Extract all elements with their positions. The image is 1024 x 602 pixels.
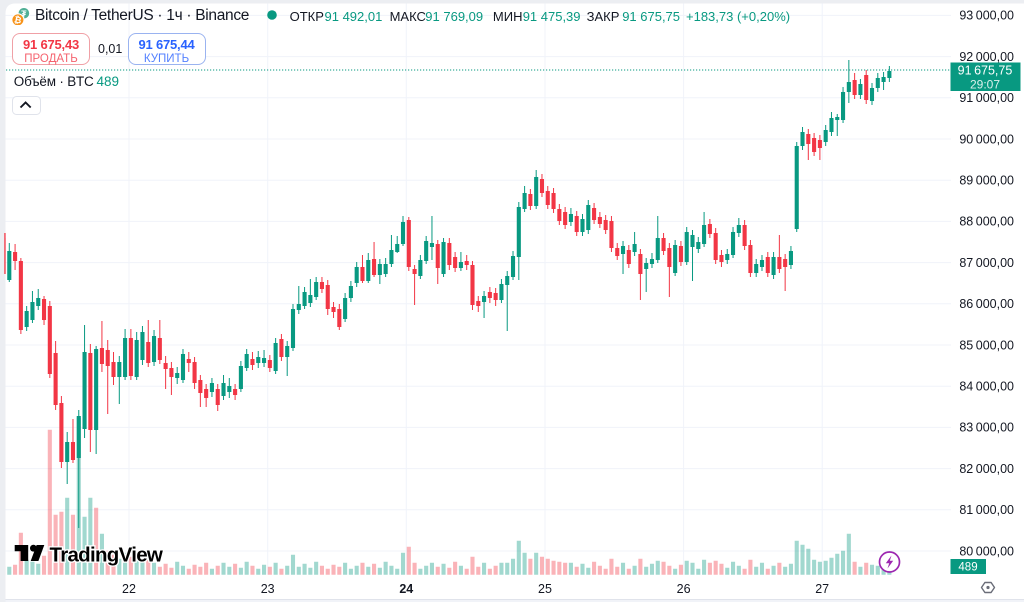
svg-text:25: 25 — [538, 582, 552, 596]
svg-text:23: 23 — [261, 582, 275, 596]
svg-text:91 000,00: 91 000,00 — [959, 91, 1014, 105]
svg-text:81 000,00: 81 000,00 — [959, 503, 1014, 517]
svg-text:92 000,00: 92 000,00 — [959, 50, 1014, 64]
svg-text:91 675,75: 91 675,75 — [958, 64, 1013, 78]
svg-text:88 000,00: 88 000,00 — [959, 215, 1014, 229]
svg-text:27: 27 — [815, 582, 829, 596]
svg-text:29:07: 29:07 — [970, 77, 1000, 91]
svg-text:TradingView: TradingView — [50, 544, 163, 567]
svg-text:93 000,00: 93 000,00 — [959, 9, 1014, 23]
svg-text:80 000,00: 80 000,00 — [959, 544, 1014, 558]
svg-text:26: 26 — [677, 582, 691, 596]
svg-text:87 000,00: 87 000,00 — [959, 256, 1014, 270]
svg-text:83 000,00: 83 000,00 — [959, 421, 1014, 435]
svg-text:85 000,00: 85 000,00 — [959, 338, 1014, 352]
svg-text:₮: ₮ — [21, 8, 27, 18]
svg-text:22: 22 — [122, 582, 136, 596]
svg-text:84 000,00: 84 000,00 — [959, 380, 1014, 394]
svg-text:89 000,00: 89 000,00 — [959, 174, 1014, 188]
svg-text:₿: ₿ — [13, 14, 22, 25]
svg-text:82 000,00: 82 000,00 — [959, 462, 1014, 476]
svg-text:86 000,00: 86 000,00 — [959, 297, 1014, 311]
svg-text:90 000,00: 90 000,00 — [959, 132, 1014, 146]
svg-text:24: 24 — [399, 582, 413, 596]
svg-text:489: 489 — [958, 562, 977, 574]
